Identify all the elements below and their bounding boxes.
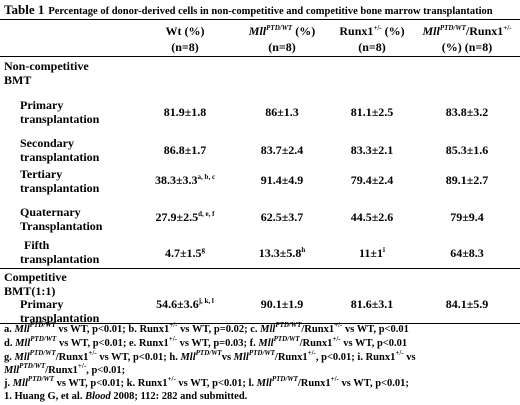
cell-competitive-mll-runx: 84.1±5.9 xyxy=(445,297,489,311)
cell-secondary-mll: 83.7±2.4 xyxy=(260,143,304,157)
caption-label: Table 1 xyxy=(4,2,45,17)
section-competitive: Competitive BMT(1:1) xyxy=(4,270,67,298)
cell-fifth-runx: 11±1i xyxy=(359,246,385,260)
cell-secondary-runx: 83.3±2.1 xyxy=(350,143,394,157)
top-rule xyxy=(0,19,520,20)
footnote-abc: a. MllPTD/WT vs WT, p<0.01; b. Runx1+/- … xyxy=(4,321,409,336)
cell-primary-runx: 81.1±2.5 xyxy=(350,105,394,119)
bottom-rule xyxy=(0,323,520,324)
cell-primary-wt: 81.9±1.8 xyxy=(163,105,207,119)
footnote-jkl: j. MllPTD/WT vs WT, p<0.01; k. Runx1+/- … xyxy=(4,375,409,390)
row-label-primary: Primary transplantation xyxy=(20,98,100,126)
row-label-competitive-primary: Primary transplantation xyxy=(20,297,100,325)
row-label-tertiary: Tertiary transplantation xyxy=(20,167,100,195)
cell-tertiary-mll: 91.4±4.9 xyxy=(260,173,304,187)
row-label-fifth: Fifth transplantation xyxy=(20,238,100,266)
cell-competitive-wt: 54.6±3.6j, k, l xyxy=(156,297,214,311)
cell-quaternary-wt: 27.9±2.5d, e, f xyxy=(155,210,215,224)
footnote-i-continued: MllPTD/WT/Runx1+/-, p<0.01; xyxy=(4,362,126,377)
cell-tertiary-mll-runx: 89.1±2.7 xyxy=(445,173,489,187)
cell-quaternary-mll-runx: 79±9.4 xyxy=(450,210,484,224)
header-mll-runx: MllPTD/WT/Runx1+/- (%) (n=8) xyxy=(422,24,512,54)
row-label-secondary: Secondary transplantation xyxy=(20,136,100,164)
cell-fifth-wt: 4.7±1.5g xyxy=(164,246,206,260)
cell-primary-mll: 86±1.3 xyxy=(265,105,299,119)
cell-quaternary-mll: 62.5±3.7 xyxy=(260,210,304,224)
header-mll: MllPTD/WT (%) (n=8) xyxy=(248,24,316,54)
cell-primary-mll-runx: 83.8±3.2 xyxy=(445,105,489,119)
section-rule xyxy=(0,268,520,269)
cell-quaternary-runx: 44.5±2.6 xyxy=(350,210,394,224)
cell-fifth-mll: 13.3±5.8h xyxy=(258,246,306,260)
cell-competitive-mll: 90.1±1.9 xyxy=(260,297,304,311)
footnote-def: d. MllPTD/WT vs WT, p<0.01; e. Runx1+/- … xyxy=(4,335,408,350)
cell-secondary-wt: 86.8±1.7 xyxy=(163,143,207,157)
footnote-reference: 1. Huang G, et al. Blood 2008; 112: 282 … xyxy=(4,391,248,402)
cell-secondary-mll-runx: 85.3±1.6 xyxy=(445,143,489,157)
cell-competitive-runx: 81.6±3.1 xyxy=(350,297,394,311)
footnote-ghi: g. MllPTD/WT/Runx1+/- vs WT, p<0.01; h. … xyxy=(4,349,416,364)
caption-text: Percentage of donor-derived cells in non… xyxy=(48,6,493,17)
header-rule xyxy=(0,56,520,57)
cell-fifth-mll-runx: 64±8.3 xyxy=(450,246,484,260)
table-caption: Table 1 Percentage of donor-derived cells… xyxy=(4,1,493,19)
cell-tertiary-runx: 79.4±2.4 xyxy=(350,173,394,187)
row-label-quaternary: Quaternary Transplantation xyxy=(20,205,103,233)
section-noncompetitive: Non-competitive BMT xyxy=(4,59,89,87)
header-runx: Runx1+/- (%) (n=8) xyxy=(339,24,405,54)
header-wt: Wt (%) (n=8) xyxy=(165,24,205,54)
cell-tertiary-wt: 38.3±3.3a, b, c xyxy=(154,173,216,187)
